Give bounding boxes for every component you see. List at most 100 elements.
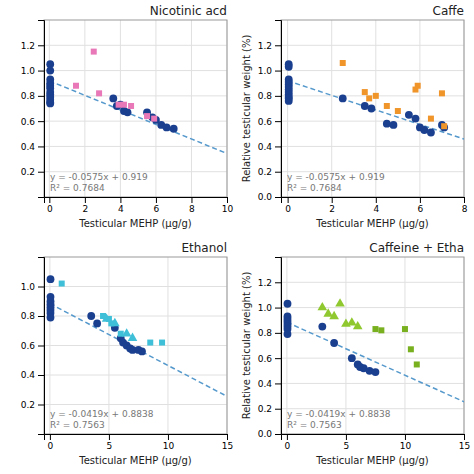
tick: 1.0 [21,282,44,292]
tick-mark [38,146,44,147]
point [110,318,120,326]
grid-line [44,121,227,122]
tick: 0.6 [21,341,44,351]
tick-mark [120,197,121,203]
tick-label: 0.2 [258,404,272,414]
tick: 2 [82,197,88,214]
tick-mark [156,197,157,203]
point [59,281,65,287]
grid-line [281,70,464,71]
point [383,120,391,128]
point [373,93,379,99]
point [46,100,54,108]
point [151,116,157,122]
tick-mark [38,346,44,347]
tick-label: 0.6 [258,117,273,127]
point-series [47,275,146,355]
point [122,328,132,336]
tick-label: 15 [222,441,233,451]
tick: 10 [400,434,412,451]
point [284,330,292,338]
regression-line [288,81,464,139]
point [348,354,356,362]
tick-label: 1.0 [258,303,273,313]
tick: 6 [418,197,424,214]
tick-label: 1.0 [258,66,273,76]
plot-area [46,49,227,154]
tick-label: 0.4 [21,142,36,152]
plot-frame [44,20,227,197]
title: Nicotinic acd [150,4,227,18]
point [91,49,97,55]
point [102,313,112,321]
grid-line [331,20,332,197]
tick-mark [38,287,44,288]
tick-label: 10 [222,204,234,214]
point [330,339,338,347]
x-axis-title: Testicular MEHP (μg/g) [315,218,429,229]
tick: 1.0 [258,66,281,76]
point-series [46,60,177,132]
tick-label: 6 [418,204,424,214]
grid-line [191,20,192,197]
panel: 0510150.00.20.40.60.81.01.2y = -0.0419x … [241,241,470,466]
point [340,60,346,66]
tick: 0.2 [258,404,281,414]
point [415,83,421,89]
annotation: y = -0.0575x + 0.919 [287,172,385,182]
tick-label: 0 [285,441,291,451]
tick-mark [191,197,192,203]
tick-label: 0.8 [21,91,36,101]
tick-label: 0.4 [258,379,273,389]
grid-line [281,332,464,333]
tick-label: 4 [118,204,124,214]
regression-line [287,322,464,401]
tick: 1.2 [258,41,281,51]
tick-label: 1.2 [258,278,272,288]
tick: 0.8 [258,328,281,338]
tick-mark [275,96,281,97]
tick-mark [109,434,110,440]
axis-line [275,258,282,435]
tick-label: 5 [107,441,113,451]
tick-label: 0.0 [258,429,273,439]
tick-label: 1.0 [21,282,36,292]
plot-area [285,60,464,139]
chart-root: 02468100.20.40.60.81.01.2y = -0.0575x + … [0,0,474,474]
tick: 8 [462,197,468,214]
tick-mark [275,146,281,147]
tick-label: 0.4 [258,142,273,152]
tick: 0 [47,197,53,214]
tick-mark [275,333,281,334]
tick-label: 10 [400,441,412,451]
axis-line [275,21,282,198]
annotation: R² = 0.7563 [287,420,342,430]
tick: 0.4 [258,142,281,152]
point [378,327,384,333]
plot-frame [281,20,464,197]
tick-label: 5 [344,441,350,451]
point-series [318,298,363,329]
tick: 0 [285,434,291,451]
y-axis: 0.20.40.60.81.0 [21,258,45,435]
tick: 0.2 [21,167,44,177]
tick-mark [275,434,281,435]
tick-label: 1.2 [21,41,35,51]
x-axis: 0246810 [45,197,234,214]
tick: 0 [285,197,291,214]
grid [281,257,464,434]
axis-line [38,258,45,435]
tick: 0.0 [258,192,281,202]
tick-label: 0.0 [258,192,273,202]
point [73,83,79,89]
point-series [59,281,165,346]
axis-line [45,198,228,204]
point-series [102,313,138,340]
tick-mark [38,172,44,173]
tick-label: 0 [47,204,53,214]
title: Caffeine + Etha [369,241,464,255]
grid-line [44,45,227,46]
tick-mark [376,197,377,203]
grid-line [419,20,420,197]
tick: 5 [107,434,113,451]
